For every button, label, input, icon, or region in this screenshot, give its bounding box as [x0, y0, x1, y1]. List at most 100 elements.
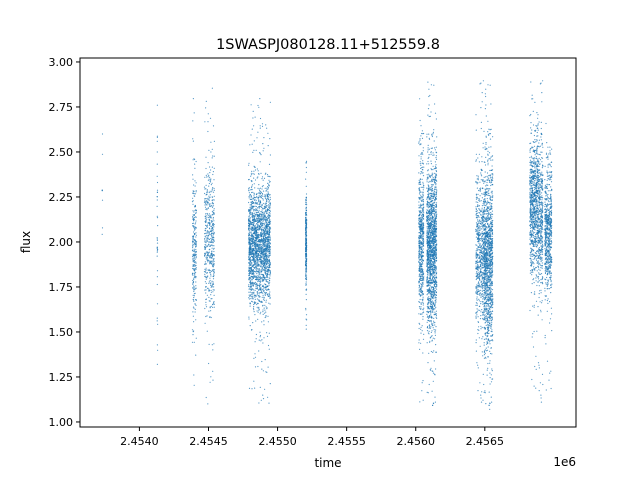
data-point	[265, 226, 267, 228]
data-point	[248, 291, 250, 293]
data-point	[250, 201, 252, 203]
data-point	[421, 261, 423, 264]
data-point	[267, 295, 269, 297]
data-point	[265, 229, 267, 231]
data-point	[258, 272, 260, 274]
data-point	[435, 344, 437, 346]
data-point	[264, 234, 266, 236]
data-point	[266, 270, 268, 272]
data-point	[260, 233, 262, 236]
data-point	[255, 205, 257, 208]
data-point	[213, 209, 215, 211]
data-point	[208, 238, 210, 241]
data-point	[260, 213, 262, 215]
data-point	[259, 275, 261, 277]
data-point	[267, 213, 269, 215]
data-point	[254, 255, 256, 257]
data-point	[435, 248, 438, 250]
data-point	[428, 95, 430, 98]
data-point	[206, 191, 208, 193]
data-point	[435, 183, 437, 185]
data-point	[192, 268, 194, 270]
data-point	[433, 314, 435, 316]
data-point	[430, 367, 432, 369]
data-point	[267, 186, 269, 189]
data-point	[192, 261, 194, 263]
data-point	[420, 191, 422, 193]
data-point	[265, 262, 267, 264]
data-point	[265, 260, 267, 262]
data-point	[429, 213, 431, 215]
data-point	[210, 217, 212, 219]
data-point	[213, 247, 215, 249]
data-point	[211, 233, 213, 235]
data-point	[269, 297, 271, 299]
data-point	[258, 339, 260, 341]
data-point	[256, 168, 258, 170]
data-point	[419, 144, 421, 146]
data-point	[211, 206, 214, 208]
data-point	[259, 262, 262, 264]
data-point	[419, 231, 422, 233]
data-point	[250, 250, 252, 252]
data-point	[263, 224, 265, 226]
data-point	[207, 197, 209, 199]
data-point	[258, 306, 260, 308]
data-point	[259, 248, 261, 250]
data-point	[260, 191, 262, 193]
data-point	[208, 343, 210, 345]
data-point	[305, 237, 307, 239]
data-point	[262, 207, 264, 210]
data-point	[194, 303, 196, 305]
data-point	[211, 241, 213, 243]
data-point	[434, 215, 436, 217]
data-point	[418, 187, 420, 189]
data-point	[206, 259, 208, 261]
data-point	[258, 207, 261, 209]
data-point	[250, 253, 252, 255]
data-point	[255, 199, 257, 201]
data-point	[259, 331, 261, 333]
data-point	[435, 288, 438, 290]
data-point	[305, 230, 307, 233]
data-point	[204, 241, 206, 243]
data-point	[251, 281, 253, 283]
data-point	[258, 215, 261, 217]
data-point	[204, 218, 206, 220]
data-point	[435, 184, 437, 186]
data-point	[305, 241, 307, 243]
data-point	[422, 189, 424, 191]
data-point	[255, 226, 257, 228]
data-point	[262, 258, 265, 260]
data-point	[268, 219, 270, 221]
data-point	[259, 270, 261, 272]
data-point	[252, 197, 254, 199]
data-point	[266, 198, 268, 201]
data-point	[305, 201, 307, 203]
data-point	[418, 221, 420, 223]
data-point	[430, 313, 432, 315]
data-point	[213, 275, 215, 278]
data-point	[265, 204, 267, 206]
data-point	[431, 175, 433, 177]
data-point	[194, 240, 197, 242]
data-point	[191, 341, 194, 343]
data-point	[213, 140, 215, 142]
data-point	[255, 220, 257, 222]
data-point	[259, 265, 261, 267]
data-point	[422, 309, 424, 311]
data-point	[258, 280, 260, 282]
data-point	[422, 175, 425, 177]
data-point	[205, 298, 207, 301]
data-point	[249, 247, 251, 249]
data-point	[428, 352, 430, 354]
data-point	[213, 303, 215, 305]
data-point	[254, 205, 256, 207]
data-point	[266, 232, 268, 234]
data-point	[259, 127, 261, 129]
data-point	[253, 380, 255, 382]
data-point	[213, 250, 215, 253]
data-point	[305, 222, 307, 224]
data-point	[305, 250, 307, 252]
data-point	[260, 226, 262, 228]
